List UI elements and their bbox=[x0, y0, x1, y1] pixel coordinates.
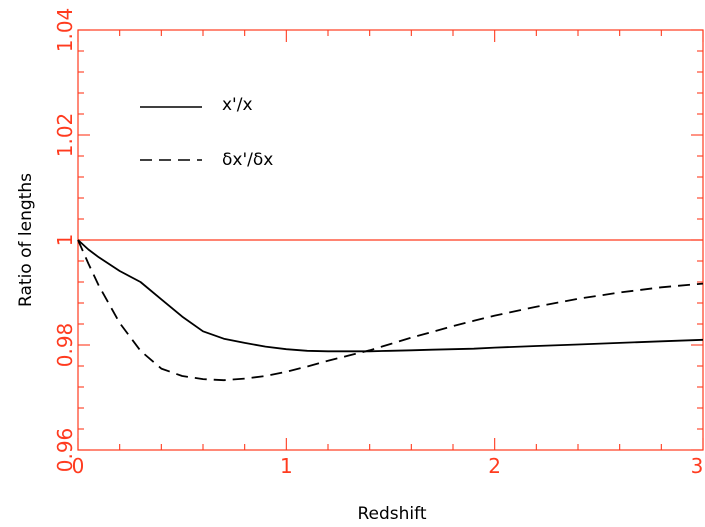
series-line-ratio bbox=[77, 239, 704, 353]
legend-label-derivative-ratio: δx'/δx bbox=[222, 150, 273, 170]
series-layer bbox=[77, 239, 704, 382]
axis-ticks bbox=[77, 29, 704, 451]
legend: x'/x δx'/δx bbox=[140, 95, 273, 170]
x-axis-label: Redshift bbox=[357, 504, 426, 524]
series-line-derivative-ratio bbox=[77, 239, 704, 382]
x-tick-label: 3 bbox=[691, 454, 704, 478]
legend-label-ratio: x'/x bbox=[222, 95, 253, 115]
x-tick-label: 0 bbox=[72, 454, 85, 478]
y-tick-label: 1.02 bbox=[53, 113, 77, 158]
y-tick-label: 0.96 bbox=[53, 428, 77, 473]
y-tick-label: 0.98 bbox=[53, 323, 77, 368]
y-axis-label: Ratio of lengths bbox=[16, 173, 36, 307]
tick-labels: 0 1 2 3 0.96 0.98 1 1.02 1.04 bbox=[53, 8, 703, 478]
y-tick-label: 1 bbox=[53, 234, 77, 247]
plot-area bbox=[77, 29, 704, 451]
y-tick-label: 1.04 bbox=[53, 8, 77, 53]
x-tick-label: 1 bbox=[280, 454, 293, 478]
x-tick-label: 2 bbox=[488, 454, 501, 478]
